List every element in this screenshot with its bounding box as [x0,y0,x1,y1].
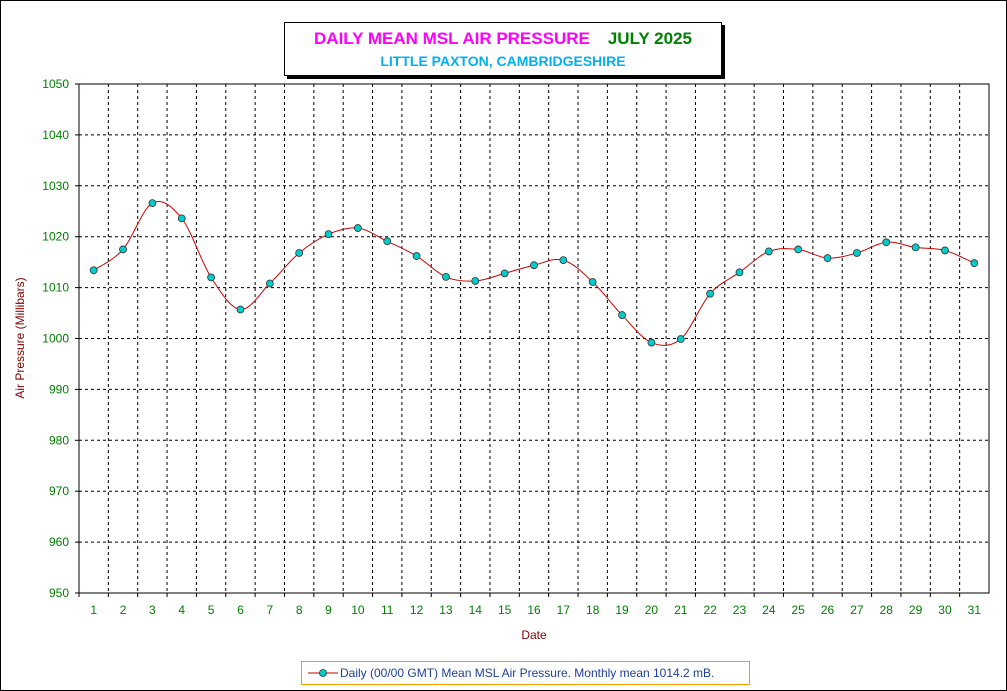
y-axis-title: Air Pressure (Millibars) [13,277,27,398]
x-axis-title: Date [521,628,547,642]
y-tick-label: 970 [49,484,69,498]
x-tick-label: 15 [498,603,512,617]
y-axis-ticks: 950 960 970 980 990 1000 1010 1020 1030 1040 1050 [42,77,79,600]
legend-swatch [308,669,338,677]
legend-label: Daily (00/00 GMT) Mean MSL Air Pressure.… [340,666,715,680]
data-point [471,277,480,285]
data-point [853,249,861,257]
x-tick-label: 22 [703,603,717,617]
chart-subtitle: LITTLE PAXTON, CAMBRIDGESHIRE [380,53,626,69]
x-tick-label: 26 [821,603,835,617]
x-tick-label: 5 [208,603,215,617]
y-tick-label: 1000 [42,332,69,346]
y-tick-label: 1050 [42,77,69,91]
data-point [647,338,656,347]
data-point [676,335,685,343]
x-tick-label: 14 [469,603,483,617]
data-point [794,245,803,254]
x-tick-label: 21 [674,603,688,617]
x-tick-label: 13 [439,603,453,617]
data-point [530,261,538,270]
legend-marker [319,669,327,677]
x-tick-label: 25 [792,603,806,617]
grid-layer [79,84,989,593]
chart-title: DAILY MEAN MSL AIR PRESSURE [314,29,590,48]
x-tick-label: 6 [237,603,244,617]
data-point [764,247,773,256]
data-point [559,256,568,265]
data-point [970,259,979,268]
data-point [324,230,333,239]
data-point [265,279,274,288]
data-point [119,245,127,254]
x-tick-label: 1 [90,603,97,617]
data-point [882,238,891,247]
x-tick-label: 12 [410,603,424,617]
x-tick-label: 16 [527,603,541,617]
data-point [442,273,450,281]
x-tick-label: 7 [266,603,273,617]
data-point [383,237,392,246]
data-point [177,214,186,223]
data-point [735,268,744,277]
data-point [236,305,245,314]
series-layer [89,199,979,347]
x-tick-label: 17 [557,603,571,617]
x-tick-label: 3 [149,603,156,617]
x-tick-label: 2 [120,603,127,617]
x-tick-label: 23 [733,603,747,617]
data-point [588,278,597,286]
data-point [89,266,98,275]
data-point [412,252,421,260]
y-tick-label: 980 [49,433,69,447]
y-tick-label: 1040 [42,128,69,142]
x-tick-label: 8 [296,603,303,617]
y-tick-label: 960 [49,535,69,549]
data-point [911,243,920,252]
y-tick-label: 990 [49,382,69,396]
data-point [148,199,157,208]
x-tick-label: 20 [645,603,659,617]
plot-border [78,83,990,594]
data-point [706,289,715,298]
chart-period: JULY 2025 [607,29,692,48]
y-tick-label: 1010 [42,281,69,295]
x-tick-label: 9 [325,603,332,617]
x-tick-label: 11 [381,603,394,617]
x-tick-label: 24 [762,603,776,617]
x-tick-label: 30 [938,603,952,617]
data-point [618,311,626,319]
data-point [823,254,832,262]
chart-title-box: DAILY MEAN MSL AIR PRESSURE JULY 2025 LIT… [284,22,722,76]
data-point [941,246,949,255]
x-tick-label: 28 [880,603,894,617]
data-point [295,249,304,257]
x-tick-label: 27 [850,603,864,617]
data-point [500,269,509,278]
title-line: DAILY MEAN MSL AIR PRESSURE JULY 2025 [285,29,721,49]
y-tick-label: 950 [49,586,69,600]
x-tick-label: 31 [968,603,982,617]
x-axis-ticks: 1 2 3 4 5 6 7 8 9 10 11 12 13 14 15 16 17 18 19 20 21 22 23 24 2… [78,593,982,617]
x-tick-label: 10 [351,603,365,617]
y-tick-label: 1030 [42,179,69,193]
data-point [353,224,362,232]
data-point [207,273,215,282]
x-tick-label: 19 [615,603,629,617]
x-tick-label: 4 [178,603,185,617]
legend: Daily (00/00 GMT) Mean MSL Air Pressure.… [301,661,750,685]
y-tick-label: 1020 [42,230,69,244]
x-tick-label: 29 [909,603,923,617]
x-tick-label: 18 [586,603,600,617]
